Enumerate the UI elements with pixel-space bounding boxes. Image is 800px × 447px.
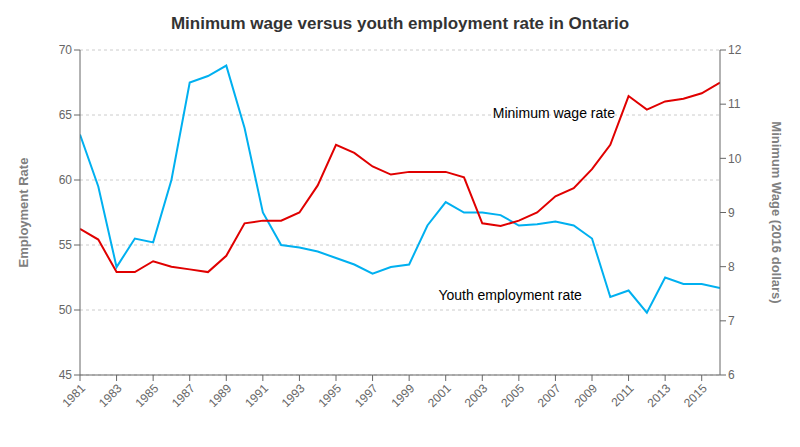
svg-text:1983: 1983 (96, 381, 125, 410)
svg-text:10: 10 (728, 152, 742, 166)
svg-text:8: 8 (728, 260, 735, 274)
svg-text:1985: 1985 (133, 381, 162, 410)
svg-text:65: 65 (59, 108, 73, 122)
svg-text:2015: 2015 (681, 381, 710, 410)
svg-text:9: 9 (728, 206, 735, 220)
svg-text:45: 45 (59, 368, 73, 382)
svg-text:1997: 1997 (352, 381, 381, 410)
svg-text:1981: 1981 (59, 381, 88, 410)
svg-text:Employment Rate: Employment Rate (16, 158, 31, 268)
svg-text:1991: 1991 (242, 381, 271, 410)
svg-text:50: 50 (59, 303, 73, 317)
svg-text:2007: 2007 (535, 381, 564, 410)
svg-text:2005: 2005 (498, 381, 527, 410)
svg-text:2001: 2001 (425, 381, 454, 410)
svg-text:1987: 1987 (169, 381, 198, 410)
svg-text:1993: 1993 (279, 381, 308, 410)
svg-text:12: 12 (728, 43, 742, 57)
svg-text:2009: 2009 (571, 381, 600, 410)
svg-text:55: 55 (59, 238, 73, 252)
svg-text:2013: 2013 (645, 381, 674, 410)
html-text:Minimum wage versus youth empl: Minimum wage versus youth employment rat… (170, 14, 630, 33)
svg-text:Minimum Wage (2016 dollars): Minimum Wage (2016 dollars) (769, 121, 784, 303)
svg-text:70: 70 (59, 43, 73, 57)
svg-text:1995: 1995 (315, 381, 344, 410)
html-text:Minimum wage rate: Minimum wage rate (492, 104, 615, 121)
svg-text:7: 7 (728, 314, 735, 328)
svg-text:1989: 1989 (206, 381, 235, 410)
svg-text:11: 11 (728, 97, 741, 111)
svg-text:2011: 2011 (609, 381, 637, 409)
svg-text:6: 6 (728, 368, 735, 382)
svg-text:1999: 1999 (389, 381, 418, 410)
html-text:Youth employment rate: Youth employment rate (438, 286, 582, 303)
svg-text:2003: 2003 (462, 381, 491, 410)
svg-text:60: 60 (59, 173, 73, 187)
